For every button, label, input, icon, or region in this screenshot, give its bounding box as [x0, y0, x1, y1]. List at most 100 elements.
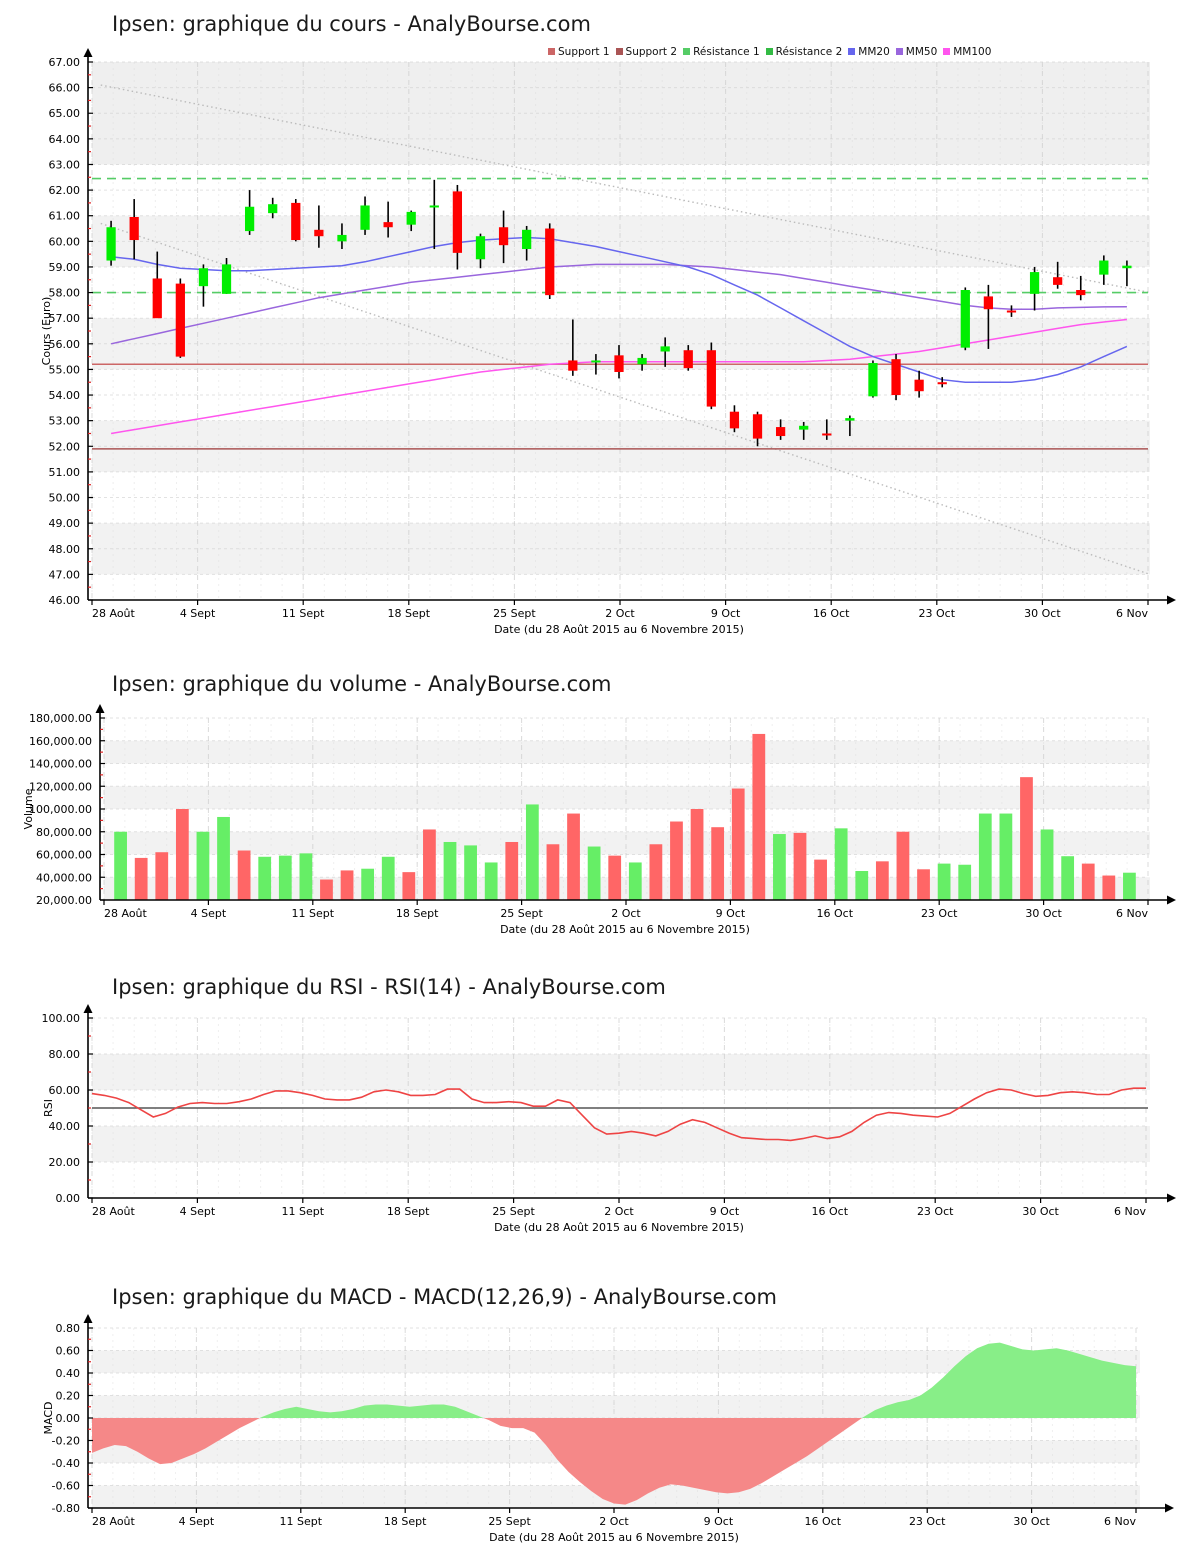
volume-bar — [443, 841, 457, 900]
candle-body — [129, 216, 139, 241]
macd-y-axis-arrow — [83, 1314, 93, 1323]
price-y-axis-arrow — [83, 48, 93, 57]
candle-body — [452, 191, 463, 253]
volume-x-tick-label: 16 Oct — [817, 907, 854, 920]
legend-item-mm100: MM100 — [943, 46, 991, 58]
macd-negative-area — [483, 1418, 862, 1505]
price-y-tick-label: 55.00 — [49, 363, 81, 376]
candle-body — [475, 236, 486, 260]
rsi-y-tick-label: 0.00 — [56, 1192, 81, 1205]
candle-body — [983, 296, 994, 310]
candle-body — [614, 355, 624, 372]
price-y-tick-label: 53.00 — [49, 415, 81, 428]
price-chart-title: Ipsen: graphique du cours - AnalyBourse.… — [112, 12, 591, 36]
candle-body — [845, 418, 855, 421]
candle-body — [152, 278, 162, 319]
volume-bar — [958, 864, 972, 900]
macd-x-tick-label: 25 Sept — [488, 1515, 531, 1528]
price-x-tick-label: 23 Oct — [919, 607, 956, 620]
candlestick — [1053, 261, 1063, 289]
legend-swatch-support-1 — [548, 47, 555, 55]
candle-body — [1122, 265, 1132, 269]
candle-body — [1029, 272, 1040, 294]
macd-y-tick-label: 0.60 — [56, 1345, 81, 1358]
candle-body — [960, 290, 970, 348]
volume-bar — [1123, 872, 1136, 900]
price-y-tick-label: 58.00 — [49, 287, 81, 300]
price-y-tick-label: 62.00 — [49, 184, 81, 197]
volume-bar — [752, 733, 766, 900]
volume-bar — [917, 869, 930, 900]
macd-y-axis-title: MACD — [42, 1402, 55, 1435]
legend-item-support-2: Support 2 — [615, 46, 677, 58]
volume-bar — [340, 870, 354, 900]
rsi-chart-title: Ipsen: graphique du RSI - RSI(14) - Anal… — [112, 975, 666, 999]
volume-bar — [608, 855, 622, 900]
volume-y-tick-label: 140,000.00 — [29, 758, 92, 771]
volume-bar — [896, 831, 910, 900]
volume-band — [104, 740, 1150, 764]
candlestick — [868, 360, 878, 398]
candle-body — [175, 283, 185, 357]
macd-y-tick-label: 0.40 — [56, 1367, 81, 1380]
volume-bar — [855, 870, 869, 900]
candlestick — [706, 342, 716, 410]
legend-swatch-support-2 — [615, 47, 623, 55]
candlestick — [1029, 266, 1040, 311]
macd-chart-plot: -0.80 -0.60 -0.40 -0.20 0.00 0.20 0.40 0.60 0.80… — [42, 1314, 1174, 1544]
volume-bar — [299, 853, 313, 900]
price-x-tick-label: 11 Sept — [282, 607, 325, 620]
volume-bar — [525, 804, 539, 900]
volume-bar — [175, 809, 189, 900]
volume-bar — [999, 813, 1013, 900]
price-x-tick-label: 28 Août — [92, 607, 136, 620]
macd-negative-area — [92, 1418, 260, 1465]
volume-bar — [196, 831, 210, 900]
volume-bar — [773, 834, 786, 900]
price-y-tick-label: 56.00 — [49, 338, 81, 351]
candlestick — [983, 284, 994, 349]
candle-body — [291, 202, 301, 241]
candle-body — [337, 234, 347, 242]
macd-y-tick-label: -0.40 — [52, 1457, 80, 1470]
price-x-tick-label: 6 Nov — [1116, 607, 1148, 620]
volume-bar — [937, 863, 951, 900]
price-x-tick-label: 9 Oct — [711, 607, 741, 620]
rsi-x-tick-label: 18 Sept — [387, 1205, 430, 1218]
legend-label-mm50: MM50 — [905, 46, 938, 58]
volume-bar — [381, 856, 395, 900]
volume-x-axis-title: Date (du 28 Août 2015 au 6 Novembre 2015… — [500, 923, 750, 936]
volume-chart-panel: Ipsen: graphique du volume - AnalyBourse… — [0, 650, 1200, 960]
rsi-y-tick-label: 60.00 — [49, 1084, 81, 1097]
volume-bar — [278, 855, 292, 900]
candlestick — [822, 419, 832, 440]
volume-y-tick-label: 180,000.00 — [29, 712, 92, 725]
volume-bar — [649, 844, 663, 900]
price-y-tick-label: 65.00 — [49, 107, 81, 120]
volume-bar — [258, 856, 272, 900]
candle-body — [244, 206, 255, 232]
price-y-tick-label: 50.00 — [49, 492, 81, 505]
price-chart-panel: Ipsen: graphique du cours - AnalyBourse.… — [0, 0, 1200, 650]
macd-chart-panel: Ipsen: graphique du MACD - MACD(12,26,9)… — [0, 1260, 1200, 1550]
price-y-tick-label: 59.00 — [49, 261, 81, 274]
rsi-x-tick-label: 16 Oct — [812, 1205, 849, 1218]
candle-body — [683, 350, 693, 369]
legend-swatch-mm20 — [848, 47, 856, 55]
candle-body — [429, 205, 439, 208]
candlestick — [660, 337, 670, 367]
volume-x-tick-label: 9 Oct — [716, 907, 746, 920]
legend-label-mm100: MM100 — [953, 46, 992, 58]
candle-body — [660, 346, 670, 352]
rsi-y-tick-label: 80.00 — [49, 1048, 81, 1061]
volume-bar — [1102, 875, 1116, 900]
volume-bar — [155, 852, 169, 900]
macd-x-tick-label: 2 Oct — [599, 1515, 629, 1528]
volume-band — [104, 831, 1150, 855]
volume-bar — [402, 872, 416, 900]
candle-body — [406, 211, 416, 225]
price-y-tick-label: 54.00 — [49, 389, 81, 402]
candle-body — [545, 228, 555, 296]
rsi-y-tick-label: 100.00 — [42, 1012, 81, 1025]
rsi-chart-plot: 0.00 20.00 40.00 60.00 80.00 100.00 28 Août 4 S… — [42, 1004, 1176, 1234]
